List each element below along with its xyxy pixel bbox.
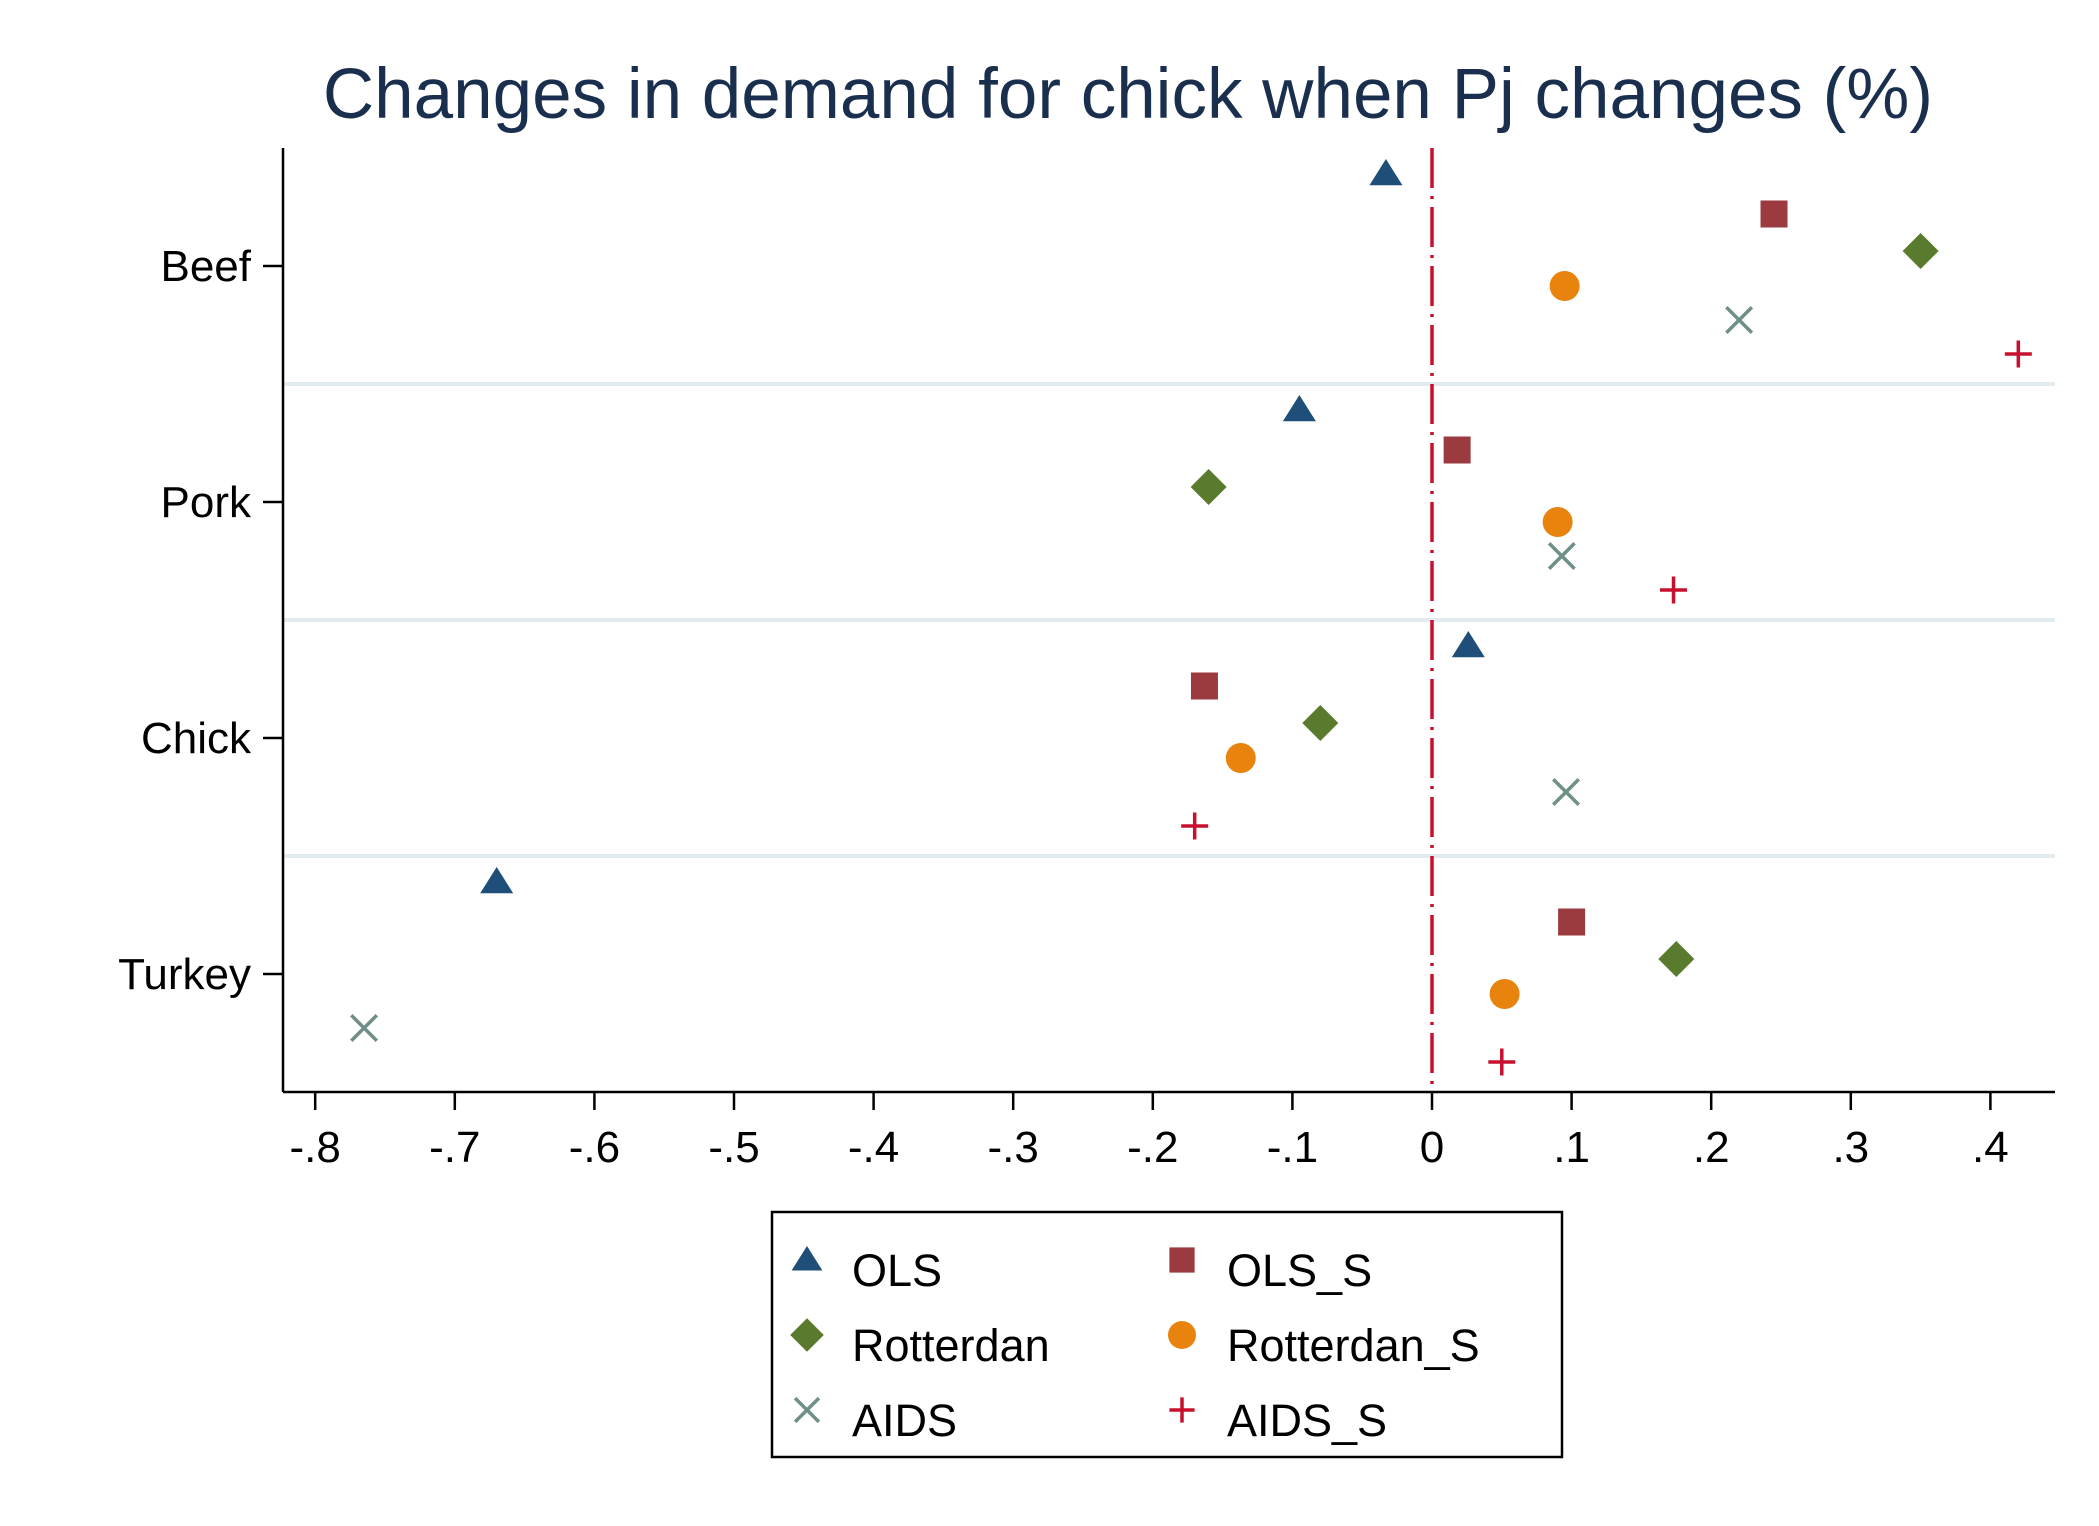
legend-label: AIDS_S [1227,1395,1387,1446]
data-point [1549,271,1580,301]
data-point [1760,200,1788,228]
x-tick-label: -.3 [988,1123,1039,1172]
data-point [1902,233,1939,269]
chart-title: Changes in demand for chick when Pj chan… [323,55,1933,134]
data-point [1658,941,1695,977]
legend-marker [1169,1247,1195,1273]
legend-marker [793,1396,821,1424]
x-tick-label: -.6 [569,1123,620,1172]
data-point [1302,705,1339,741]
legend-marker [1169,1397,1195,1423]
x-tick-label: .3 [1832,1123,1869,1172]
x-tick-label: -.5 [708,1123,759,1172]
legend-marker [790,1318,824,1352]
legend: OLS OLS_S Rotterdan Rotterdan_S AIDS AIDS_S [770,1210,1564,1459]
data-point [1443,436,1471,464]
data-point [1282,395,1316,422]
data-point [1725,306,1754,334]
legend-label: Rotterdan [852,1320,1050,1371]
data-point [1552,778,1581,806]
data-point [1190,469,1227,505]
x-tick-label: -.8 [290,1123,341,1172]
x-tick-label: .4 [1972,1123,2009,1172]
legend-label: OLS_S [1227,1245,1372,1296]
data-points [350,159,2032,1076]
data-point [1190,672,1218,700]
y-tick-label: Pork [161,478,252,527]
data-point [2004,340,2032,368]
y-tick-label: Chick [141,714,252,763]
x-tick-label: -.7 [429,1123,480,1172]
data-point [350,1014,379,1042]
legend-marker [1168,1321,1196,1349]
legend-box [770,1210,1564,1459]
legend-label: AIDS [852,1395,957,1446]
y-tick-label: Beef [160,242,251,291]
x-tick-label: .1 [1553,1123,1590,1172]
data-point [1489,979,1520,1009]
data-point [1181,812,1209,840]
data-point [1558,908,1586,936]
x-tick-label: -.2 [1127,1123,1178,1172]
data-point [1451,631,1485,658]
data-point [1369,159,1403,186]
data-point [1660,576,1688,604]
legend-marker [791,1246,823,1271]
data-point [1488,1048,1516,1076]
axes: -.8 -.7 -.6 -.5 -.4 -.3 -.2 -.1 0 .1 .2 .3 .4 Beef Por… [118,148,2055,1172]
x-tick-label: -.4 [848,1123,899,1172]
legend-label: OLS [852,1245,942,1296]
x-tick-label: .2 [1693,1123,1730,1172]
data-point [1547,542,1576,570]
legend-label: Rotterdan_S [1227,1320,1480,1371]
data-point [480,867,514,894]
x-tick-label: 0 [1420,1123,1444,1172]
data-point [1225,743,1256,773]
grid-lines [283,382,2055,858]
data-point [1542,507,1573,537]
x-tick-label: -.1 [1267,1123,1318,1172]
y-tick-label: Turkey [118,950,251,999]
